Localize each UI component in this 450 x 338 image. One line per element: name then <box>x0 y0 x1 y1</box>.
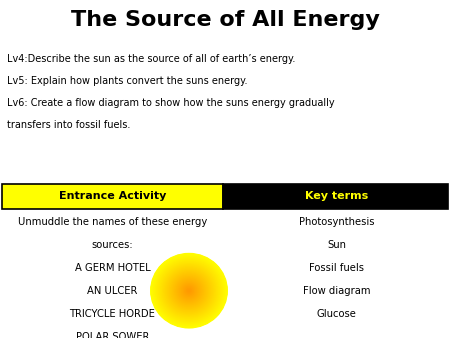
Ellipse shape <box>166 268 212 313</box>
Ellipse shape <box>183 285 195 296</box>
Ellipse shape <box>153 256 225 326</box>
Ellipse shape <box>167 270 211 312</box>
Ellipse shape <box>176 278 202 303</box>
Ellipse shape <box>158 261 220 321</box>
Ellipse shape <box>186 287 192 294</box>
Text: Entrance Activity: Entrance Activity <box>59 191 166 201</box>
Ellipse shape <box>171 273 207 308</box>
Text: A GERM HOTEL: A GERM HOTEL <box>75 263 150 273</box>
Ellipse shape <box>157 259 221 322</box>
Ellipse shape <box>188 289 190 292</box>
Ellipse shape <box>163 266 215 316</box>
Text: Unmuddle the names of these energy: Unmuddle the names of these energy <box>18 217 207 227</box>
Text: POLAR SOWER: POLAR SOWER <box>76 332 149 338</box>
Ellipse shape <box>155 258 223 324</box>
Ellipse shape <box>168 270 210 311</box>
Ellipse shape <box>164 266 214 315</box>
Ellipse shape <box>180 281 198 300</box>
Ellipse shape <box>181 283 197 298</box>
Ellipse shape <box>172 274 206 308</box>
Ellipse shape <box>184 286 194 296</box>
Text: Lv6: Create a flow diagram to show how the suns energy gradually: Lv6: Create a flow diagram to show how t… <box>7 98 334 108</box>
Ellipse shape <box>184 286 194 295</box>
Ellipse shape <box>152 255 226 327</box>
Ellipse shape <box>158 261 220 320</box>
Ellipse shape <box>170 272 208 309</box>
Ellipse shape <box>158 260 220 321</box>
Ellipse shape <box>160 262 218 319</box>
Ellipse shape <box>185 287 193 294</box>
Ellipse shape <box>171 273 207 308</box>
Ellipse shape <box>179 281 199 301</box>
Ellipse shape <box>161 263 217 318</box>
Ellipse shape <box>159 262 219 319</box>
Ellipse shape <box>165 267 213 314</box>
Ellipse shape <box>172 274 206 307</box>
Ellipse shape <box>173 275 205 307</box>
Ellipse shape <box>166 268 212 313</box>
Ellipse shape <box>153 256 225 325</box>
Ellipse shape <box>166 269 212 313</box>
Ellipse shape <box>177 280 201 302</box>
Text: AN ULCER: AN ULCER <box>87 286 138 296</box>
Text: Fossil fuels: Fossil fuels <box>309 263 364 273</box>
Text: The Source of All Energy: The Source of All Energy <box>71 10 379 30</box>
Ellipse shape <box>157 260 221 322</box>
Ellipse shape <box>154 257 224 324</box>
Ellipse shape <box>182 284 196 297</box>
Ellipse shape <box>180 282 198 299</box>
Text: transfers into fossil fuels.: transfers into fossil fuels. <box>7 120 130 130</box>
Ellipse shape <box>151 254 227 328</box>
Text: Photosynthesis: Photosynthesis <box>299 217 374 227</box>
Ellipse shape <box>169 272 209 310</box>
Text: Key terms: Key terms <box>305 191 368 201</box>
Ellipse shape <box>180 282 198 299</box>
Ellipse shape <box>187 288 191 293</box>
Ellipse shape <box>169 271 209 310</box>
Ellipse shape <box>156 258 222 323</box>
Text: Lv4:Describe the sun as the source of all of earth’s energy.: Lv4:Describe the sun as the source of al… <box>7 54 295 64</box>
Ellipse shape <box>155 257 224 324</box>
Ellipse shape <box>187 289 191 292</box>
Ellipse shape <box>161 264 217 318</box>
Ellipse shape <box>176 279 202 303</box>
Ellipse shape <box>162 264 216 317</box>
Ellipse shape <box>176 278 202 304</box>
Ellipse shape <box>188 290 190 292</box>
Ellipse shape <box>177 279 201 302</box>
Text: Sun: Sun <box>327 240 346 250</box>
Ellipse shape <box>174 276 204 305</box>
Ellipse shape <box>159 261 219 320</box>
Ellipse shape <box>167 269 211 312</box>
Ellipse shape <box>164 266 214 315</box>
Ellipse shape <box>181 283 197 298</box>
Text: Lv5: Explain how plants convert the suns energy.: Lv5: Explain how plants convert the suns… <box>7 76 247 86</box>
Ellipse shape <box>156 259 222 323</box>
Ellipse shape <box>171 272 207 309</box>
Ellipse shape <box>186 288 192 293</box>
Ellipse shape <box>162 265 216 317</box>
Ellipse shape <box>179 281 199 300</box>
Ellipse shape <box>163 265 215 316</box>
Ellipse shape <box>153 256 225 325</box>
Ellipse shape <box>151 254 227 328</box>
Ellipse shape <box>168 271 210 311</box>
Ellipse shape <box>173 275 205 306</box>
Text: Flow diagram: Flow diagram <box>303 286 370 296</box>
Ellipse shape <box>174 276 204 306</box>
Text: Glucose: Glucose <box>317 309 356 319</box>
Ellipse shape <box>152 255 226 327</box>
Text: TRICYCLE HORDE: TRICYCLE HORDE <box>70 309 155 319</box>
Ellipse shape <box>184 287 194 295</box>
Ellipse shape <box>182 284 196 298</box>
Text: sources:: sources: <box>92 240 133 250</box>
Ellipse shape <box>160 263 218 318</box>
Ellipse shape <box>175 277 203 305</box>
Ellipse shape <box>183 285 195 297</box>
Ellipse shape <box>165 267 213 314</box>
Ellipse shape <box>175 277 203 304</box>
Ellipse shape <box>178 280 200 301</box>
FancyBboxPatch shape <box>2 184 223 209</box>
FancyBboxPatch shape <box>223 184 448 209</box>
